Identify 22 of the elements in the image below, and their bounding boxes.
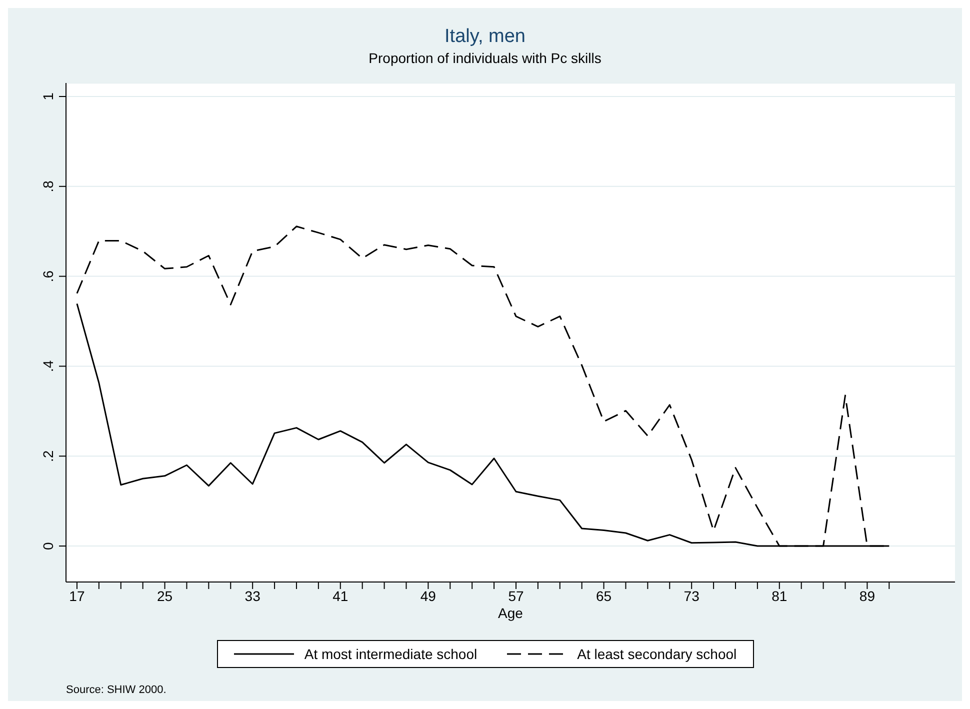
x-tick-label: 73 [684, 588, 700, 604]
legend-label: At most intermediate school [304, 646, 478, 662]
y-tick-label: .8 [40, 180, 56, 192]
legend-label: At least secondary school [577, 646, 737, 662]
y-tick-label: 1 [40, 92, 56, 100]
y-tick-label: .2 [40, 450, 56, 462]
x-tick-label: 49 [420, 588, 436, 604]
x-tick-label: 17 [69, 588, 85, 604]
y-tick-label: .4 [40, 360, 56, 372]
x-tick-label: 65 [596, 588, 612, 604]
x-tick-label: 25 [156, 588, 173, 604]
x-tick-label: 81 [772, 588, 788, 604]
x-tick-label: 41 [332, 588, 348, 604]
x-axis-title: Age [498, 605, 524, 621]
x-tick-label: 57 [508, 588, 524, 604]
chart-title: Italy, men [444, 26, 526, 48]
chart-subtitle: Proportion of individuals with Pc skills [368, 50, 602, 66]
source-note: Source: SHIW 2000. [66, 684, 166, 696]
y-tick-label: 0 [40, 542, 56, 550]
x-tick-label: 89 [859, 588, 876, 604]
y-tick-label: .6 [40, 270, 56, 282]
x-tick-label: 33 [244, 588, 261, 604]
